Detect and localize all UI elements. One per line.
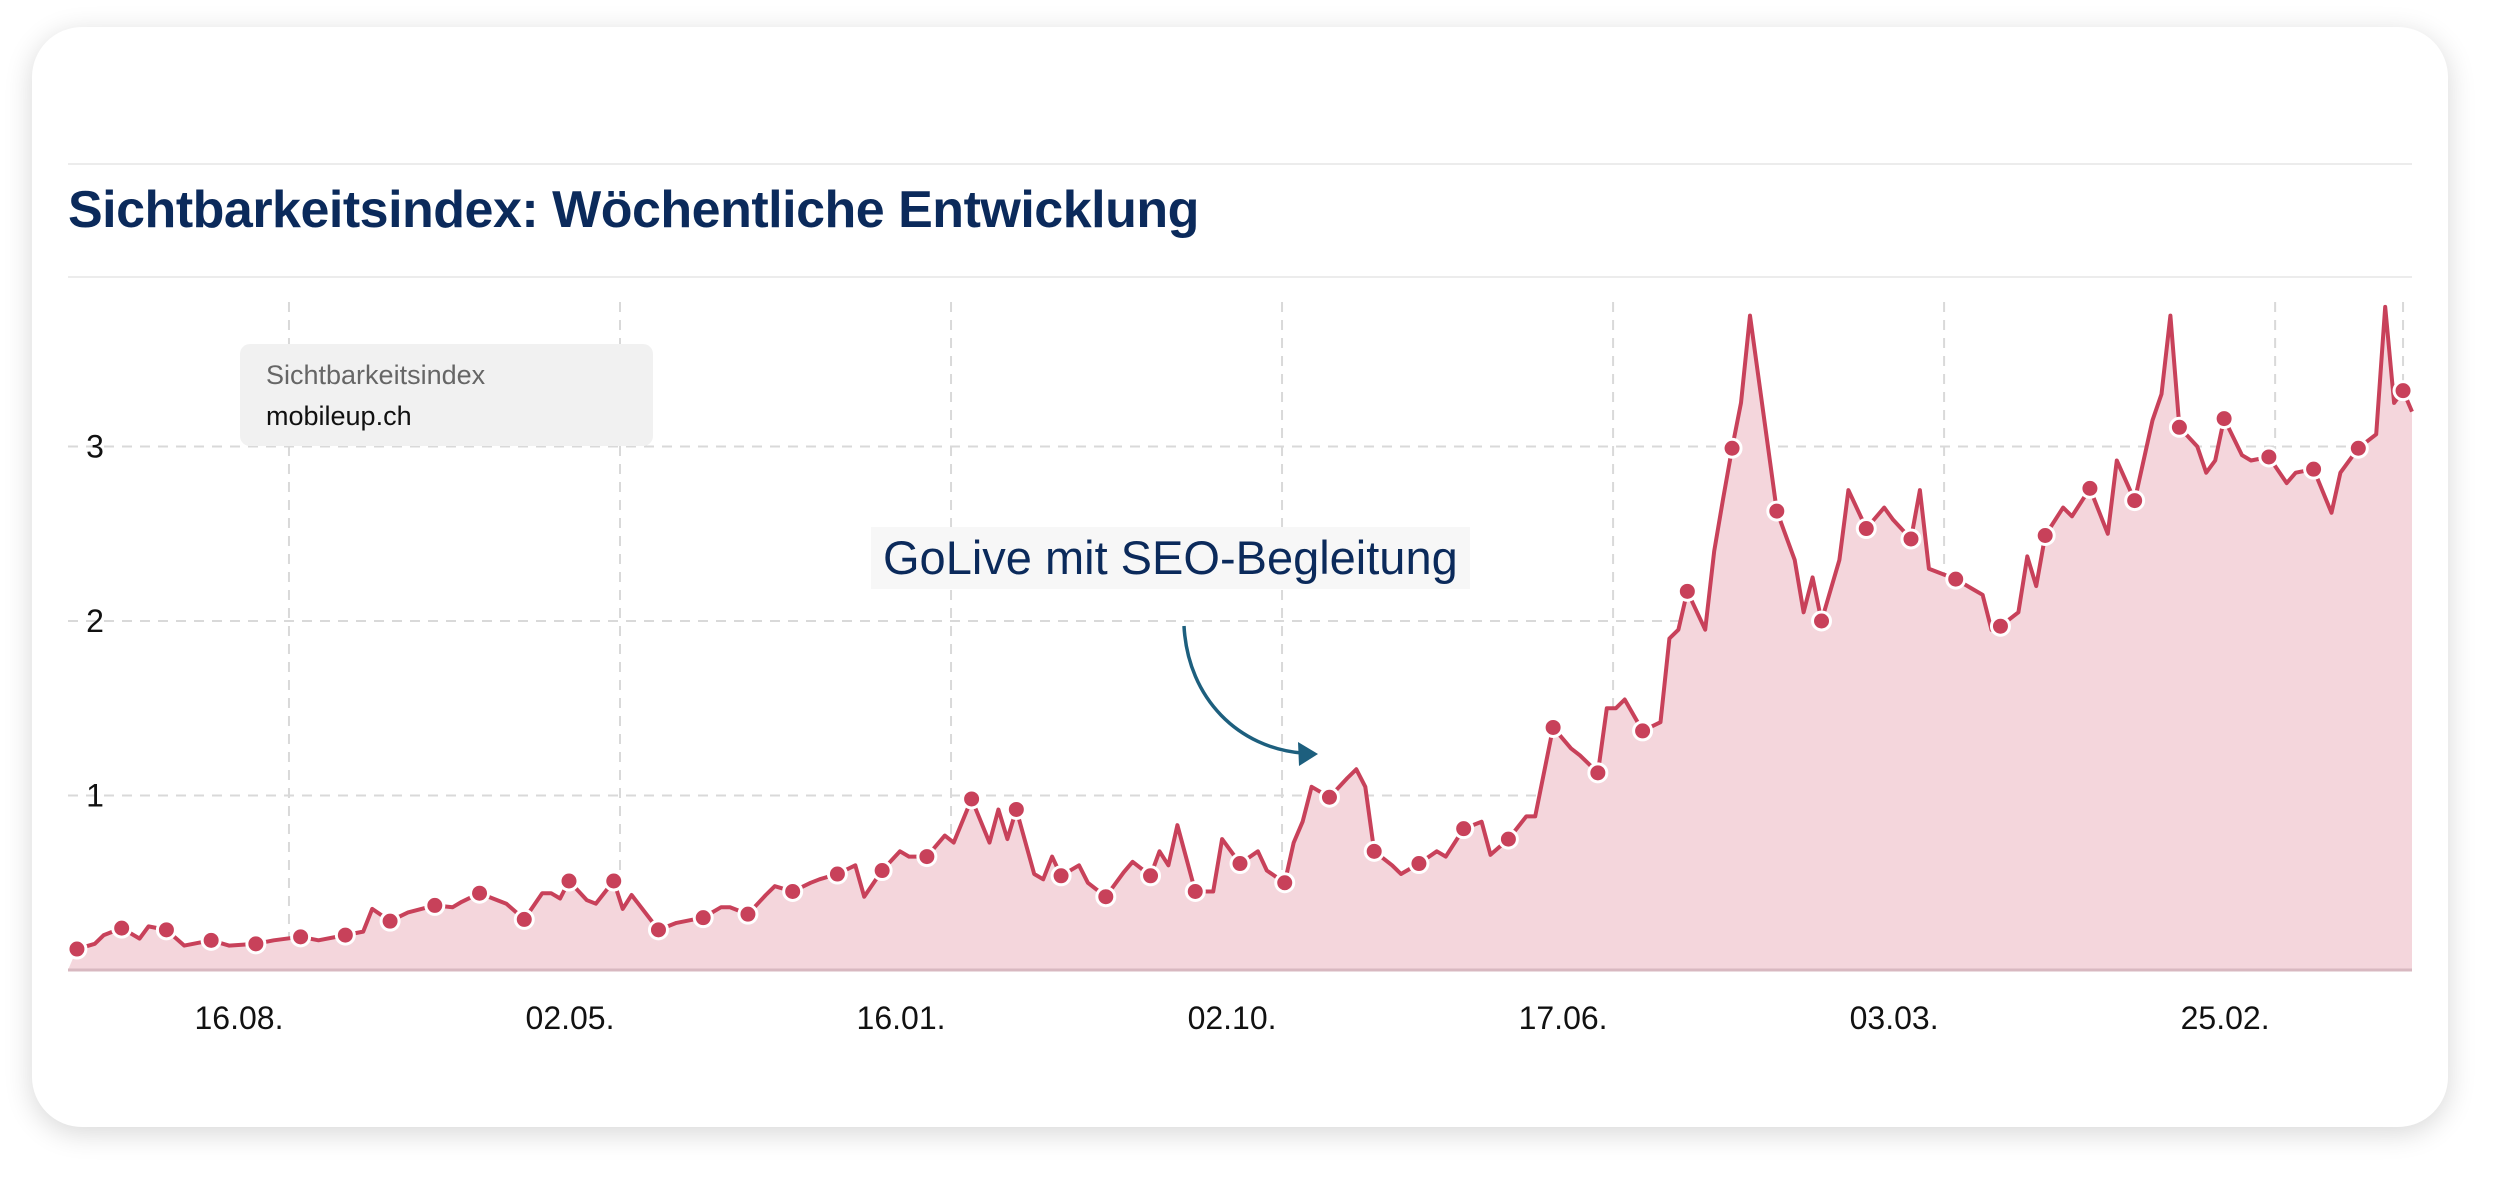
y-tick-label: 2: [86, 603, 104, 639]
data-point: [1140, 865, 1162, 887]
data-point: [2124, 490, 2146, 512]
data-point: [558, 870, 580, 892]
data-point: [1408, 853, 1430, 875]
data-point: [1542, 716, 1564, 738]
data-point: [1811, 610, 1833, 632]
data-point: [1095, 886, 1117, 908]
data-point: [916, 846, 938, 868]
data-point: [1900, 528, 1922, 550]
data-point: [782, 880, 804, 902]
legend-series: mobileup.ch: [266, 401, 412, 431]
data-point: [469, 882, 491, 904]
data-point: [155, 919, 177, 941]
annotation-label: GoLive mit SEO-Begleitung: [871, 527, 1470, 589]
data-point: [1989, 615, 2011, 637]
data-point: [2303, 458, 2325, 480]
data-point: [379, 910, 401, 932]
x-tick-label: 25.02.: [2181, 1000, 2270, 1036]
x-tick-label: 02.10.: [1188, 1000, 1277, 1036]
title-divider: [68, 276, 2412, 278]
data-point: [1050, 865, 1072, 887]
data-point: [603, 870, 625, 892]
data-point: [1274, 872, 1296, 894]
data-point: [2213, 408, 2235, 430]
data-point: [692, 907, 714, 929]
series-area: [68, 306, 2412, 970]
data-point: [1363, 840, 1385, 862]
data-point: [647, 919, 669, 941]
data-point: [1184, 880, 1206, 902]
data-point: [1005, 798, 1027, 820]
data-point: [737, 903, 759, 925]
data-point: [245, 933, 267, 955]
data-point: [66, 938, 88, 960]
data-point: [1855, 518, 1877, 540]
data-point: [1945, 568, 1967, 590]
data-point: [111, 917, 133, 939]
data-point: [200, 929, 222, 951]
data-point: [1453, 818, 1475, 840]
annotation-arrowhead: [1298, 742, 1318, 766]
annotation-arrow-icon: [1182, 625, 1303, 755]
data-point: [513, 908, 535, 930]
x-tick-label: 16.01.: [857, 1000, 946, 1036]
data-point: [1676, 580, 1698, 602]
data-point: [1497, 828, 1519, 850]
data-point: [2034, 524, 2056, 546]
x-tick-label: 17.06.: [1519, 1000, 1608, 1036]
axis-ticks: 1 2 3 16.08. 02.05. 16.01. 02.10. 17.06. 03.03. 2…: [86, 429, 2270, 1037]
data-point: [1632, 720, 1654, 742]
y-tick-label: 3: [86, 429, 104, 465]
y-tick-label: 1: [86, 778, 104, 814]
data-point: [1587, 762, 1609, 784]
data-point: [871, 860, 893, 882]
data-point: [1229, 853, 1251, 875]
data-point: [290, 926, 312, 948]
x-tick-label: 03.03.: [1850, 1000, 1939, 1036]
data-point: [2258, 446, 2280, 468]
data-point: [2168, 416, 2190, 438]
legend-title: Sichtbarkeitsindex: [266, 360, 486, 390]
data-point: [2079, 477, 2101, 499]
data-point: [1318, 786, 1340, 808]
data-point: [2347, 437, 2369, 459]
x-tick-label: 16.08.: [194, 1000, 283, 1036]
data-point: [1721, 437, 1743, 459]
data-point: [334, 924, 356, 946]
data-point: [1766, 500, 1788, 522]
data-point: [424, 894, 446, 916]
legend: Sichtbarkeitsindex mobileup.ch: [240, 344, 653, 446]
top-divider: [68, 163, 2412, 165]
x-tick-label: 02.05.: [526, 1000, 615, 1036]
data-point: [826, 863, 848, 885]
series-markers: [66, 380, 2414, 960]
data-point: [2392, 380, 2414, 402]
data-point: [961, 788, 983, 810]
chart-title: Sichtbarkeitsindex: Wöchentliche Entwick…: [68, 181, 1199, 239]
